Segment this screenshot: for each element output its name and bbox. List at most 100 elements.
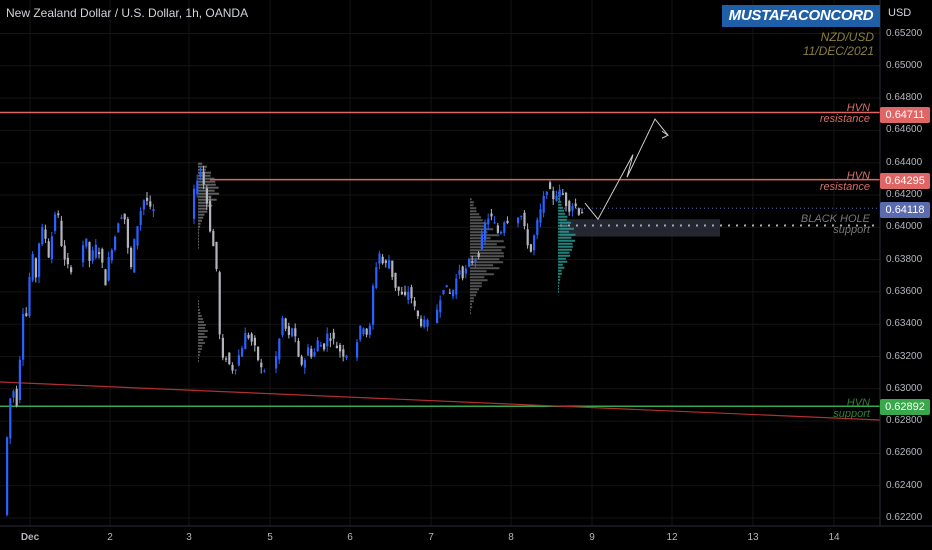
candle-body: [126, 218, 129, 248]
symbol-title[interactable]: New Zealand Dollar / U.S. Dollar, 1h, OA…: [6, 6, 249, 20]
volume-profile-bar: [558, 257, 566, 260]
candle-body: [520, 215, 523, 217]
candle-body: [384, 260, 387, 263]
volume-profile-bar: [198, 165, 207, 168]
volume-profile-bar: [470, 252, 504, 255]
volume-profile-bar: [470, 225, 486, 228]
candle-body: [571, 205, 574, 211]
candle-body: [133, 239, 136, 273]
volume-profile-bar: [470, 285, 482, 288]
volume-profile: [198, 162, 576, 362]
time-tick-label: 5: [267, 532, 273, 543]
price-tick-label: 0.63600: [886, 285, 923, 297]
candle-body: [490, 213, 493, 217]
price-tick-label: 0.64200: [886, 189, 923, 200]
candle-body: [247, 334, 250, 339]
volume-profile-bar: [198, 183, 216, 186]
candle-body: [281, 318, 284, 336]
candle-body: [558, 189, 561, 197]
candle-body: [574, 203, 577, 207]
candle-body: [215, 241, 218, 270]
candle-body: [152, 209, 155, 212]
volume-profile-bar: [198, 237, 199, 240]
candle-body: [493, 222, 496, 224]
candle-body: [426, 319, 429, 327]
volume-profile-bar: [558, 224, 568, 227]
candle-body: [149, 201, 152, 207]
candle-body: [98, 252, 101, 254]
volume-profile-bar: [558, 233, 576, 236]
volume-profile-bar: [558, 251, 570, 254]
candle-body: [209, 200, 212, 232]
black-hole-support-label: BLACK HOLE support: [800, 213, 870, 236]
price-tick-label: 0.62800: [886, 415, 923, 427]
candle-body: [18, 359, 21, 401]
hvn-support-label: HVN support: [833, 397, 870, 420]
currency-label[interactable]: USD: [888, 7, 912, 19]
volume-profile-bar: [470, 288, 479, 291]
volume-profile-bar: [470, 267, 500, 270]
candle-body: [400, 291, 403, 295]
volume-profile-bar: [198, 225, 201, 228]
volume-profile-bar: [558, 245, 573, 248]
volume-profile-bar: [558, 218, 567, 221]
candle-body: [15, 388, 18, 406]
volume-profile-bar: [198, 323, 206, 326]
price-tick-label: 0.64400: [886, 156, 923, 168]
candle-body: [439, 300, 442, 313]
volume-profile-bar: [198, 210, 208, 213]
candle-body: [319, 344, 322, 347]
price-tick-label: 0.64600: [886, 124, 923, 136]
brand-logo: MUSTAFACONCORD: [722, 5, 880, 27]
watermark-symbol: NZD/USD: [820, 30, 874, 44]
volume-profile-bar: [198, 314, 202, 317]
volume-profile-bar: [198, 329, 208, 332]
candle-body: [359, 325, 362, 340]
candle-body: [60, 220, 63, 247]
candle-body: [332, 332, 335, 339]
volume-profile-bar: [558, 230, 569, 233]
candle-body: [231, 364, 234, 371]
volume-profile-bar: [470, 213, 480, 216]
volume-profile-bar: [198, 204, 213, 207]
volume-profile-bar: [198, 317, 203, 320]
volume-profile-bar: [470, 240, 504, 243]
candle-body: [257, 346, 260, 360]
candle-body: [529, 244, 532, 252]
time-tick-label: 12: [666, 532, 678, 543]
volume-profile-bar: [470, 216, 481, 219]
candle-body: [31, 254, 34, 281]
volume-profile-bar: [558, 203, 562, 206]
volume-profile-bar: [198, 201, 209, 204]
candle-body: [448, 292, 451, 294]
candle-body: [104, 269, 107, 286]
candle-body: [142, 200, 145, 210]
candle-body: [545, 191, 548, 195]
volume-profile-bar: [198, 234, 199, 237]
candle-body: [500, 231, 503, 234]
volume-profile-bar: [470, 282, 482, 285]
volume-profile-bar: [198, 195, 212, 198]
candle-body: [407, 291, 410, 300]
price-tick-label: 0.62400: [886, 479, 923, 491]
candle-body: [329, 338, 332, 341]
candle-body: [410, 287, 413, 299]
volume-profile-bar: [198, 332, 205, 335]
volume-profile-bar: [470, 258, 500, 261]
candle-body: [275, 356, 278, 369]
time-tick-label: 9: [589, 532, 595, 543]
candle-body: [471, 261, 474, 263]
candle-body: [316, 340, 319, 352]
candle-body: [244, 332, 247, 350]
volume-profile-bar: [198, 302, 199, 305]
candle-body: [536, 219, 539, 235]
volume-profile-bar: [558, 215, 568, 218]
candle-body: [54, 214, 57, 231]
candle-body: [44, 229, 47, 239]
volume-profile-bar: [198, 216, 204, 219]
candle-body: [477, 253, 480, 258]
candle-body: [533, 235, 536, 251]
price-tick-label: 0.63800: [886, 253, 923, 265]
volume-profile-bar: [470, 222, 487, 225]
